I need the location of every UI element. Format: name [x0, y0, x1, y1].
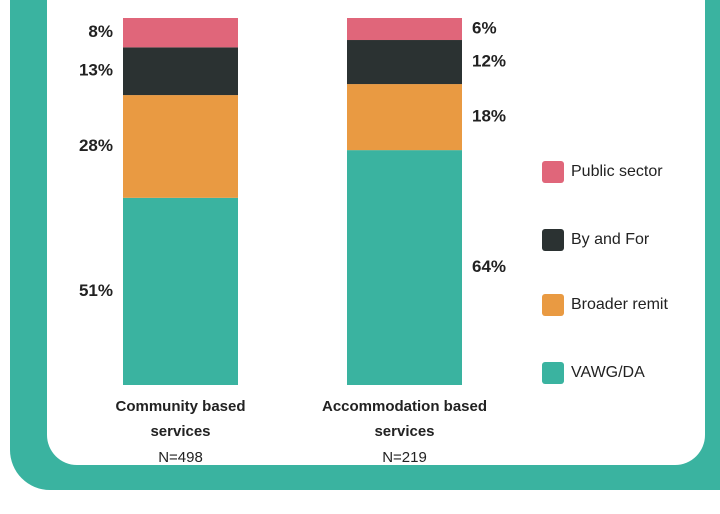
category-label: Accommodation based services	[321, 398, 488, 440]
data-label: 28%	[79, 136, 113, 155]
bar-segment	[123, 95, 238, 198]
legend-label: Broader remit	[571, 296, 668, 313]
legend-label: VAWG/DA	[571, 364, 645, 381]
bar-segment	[123, 197, 238, 385]
bar-segment	[123, 18, 238, 48]
bar-segment	[347, 18, 462, 41]
category-note: N=498	[158, 449, 203, 466]
bar-segment	[347, 84, 462, 151]
legend-swatch	[542, 362, 564, 384]
legend-label: Public sector	[571, 163, 663, 180]
category-note: N=219	[382, 449, 427, 466]
bar-segment	[347, 150, 462, 385]
data-label: 13%	[79, 61, 113, 80]
legend-swatch	[542, 161, 564, 183]
data-label: 8%	[88, 22, 113, 41]
legend-label: By and For	[571, 231, 650, 248]
bar-segment	[123, 47, 238, 96]
data-label: 6%	[472, 18, 497, 37]
bar-segment	[347, 40, 462, 85]
category-label: Community based services	[115, 398, 246, 440]
data-label: 12%	[472, 52, 506, 71]
data-label: 51%	[79, 281, 113, 300]
legend-swatch	[542, 229, 564, 251]
legend-swatch	[542, 294, 564, 316]
data-label: 18%	[472, 107, 506, 126]
data-label: 64%	[472, 257, 506, 276]
